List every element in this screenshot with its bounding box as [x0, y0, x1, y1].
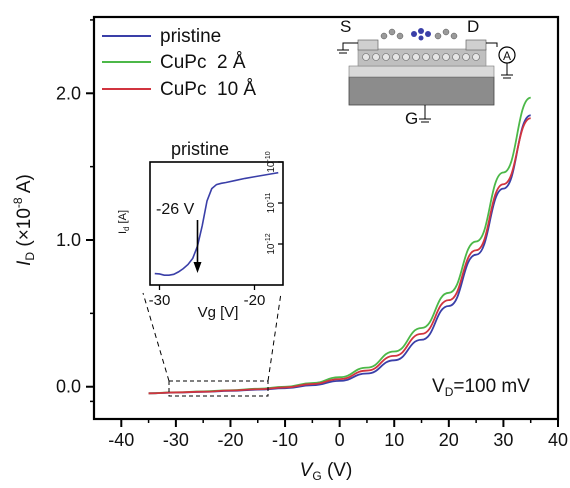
blue-molecule: [411, 28, 431, 41]
drain-wire: [486, 42, 498, 47]
inset-title: pristine: [171, 139, 229, 159]
x-tick-label: 30: [493, 430, 513, 450]
inset-x-tick-label: -30: [149, 292, 171, 309]
legend-label-pristine: pristine: [160, 26, 221, 47]
inset-y-axis-title: Id [A]: [117, 210, 131, 234]
inset-threshold-label: -26 V: [156, 201, 195, 218]
x-tick-label: -40: [108, 430, 134, 450]
drain-voltage-annotation: VD=100 mV: [432, 376, 530, 399]
legend: pristine CuPc 2 Å CuPc 10 Å: [102, 26, 256, 100]
inset-curve: [154, 171, 279, 276]
inset-y-tick-label: 10-12: [265, 233, 277, 254]
x-tick-labels: -40 -30 -20 -10 0 10 20 30 40: [108, 430, 568, 450]
x-tick-label: 40: [548, 430, 568, 450]
y-axis-title: ID (×10-8 A): [11, 174, 37, 266]
molecule-array: [362, 53, 480, 61]
zoom-region-box: [168, 380, 269, 397]
ammeter-label: A: [503, 49, 511, 63]
inset-threshold-arrowhead: [193, 262, 202, 273]
x-tick-label: -30: [163, 430, 189, 450]
legend-label-cupc-2: CuPc 2 Å: [160, 52, 246, 73]
y-tick-marks: [86, 19, 94, 403]
inset-x-tick-label: -20: [244, 292, 266, 309]
inset-y-tick-label: 10-10: [265, 151, 277, 172]
cupc-molecules: [380, 28, 458, 40]
inset-chart: pristine -30 -20 10-12 10-11 10-10 Vg [V] Id…: [117, 139, 284, 321]
x-tick-label: 20: [439, 430, 459, 450]
drain-label: D: [467, 17, 479, 36]
x-tick-label: -20: [217, 430, 243, 450]
x-tick-label: 10: [384, 430, 404, 450]
x-tick-label: 0: [335, 430, 345, 450]
x-tick-marks: [120, 419, 559, 427]
gate-label: G: [405, 109, 418, 128]
legend-label-cupc-10: CuPc 10 Å: [160, 79, 256, 100]
device-schematic: S D A G: [337, 17, 516, 128]
inset-frame: [149, 161, 284, 286]
source-label: S: [340, 17, 351, 36]
organic-film: [357, 48, 487, 67]
inset-y-tick-label: 10-11: [265, 193, 277, 214]
inset-tick-labels: -30 -20 10-12 10-11 10-10: [149, 151, 277, 309]
source-wire: [342, 42, 358, 50]
y-tick-label: 0.0: [56, 377, 81, 397]
dielectric-layer: [348, 65, 495, 78]
source-electrode: [357, 39, 379, 51]
drain-electrode: [465, 39, 487, 51]
y-tick-label: 2.0: [56, 83, 81, 103]
series-line-2: [148, 117, 532, 395]
data-curves: [148, 96, 532, 395]
inset-tick-marks: [158, 161, 283, 290]
x-axis-title: VG (V): [300, 460, 353, 483]
inset-x-axis-title: Vg [V]: [198, 304, 239, 321]
y-tick-labels: 0.0 1.0 2.0: [56, 83, 81, 396]
zoom-guide-right: [267, 292, 282, 382]
gate-substrate: [348, 76, 495, 106]
zoom-guide-left: [142, 292, 170, 382]
plot-frame: [92, 15, 560, 421]
x-tick-label: -10: [272, 430, 298, 450]
y-tick-label: 1.0: [56, 230, 81, 250]
